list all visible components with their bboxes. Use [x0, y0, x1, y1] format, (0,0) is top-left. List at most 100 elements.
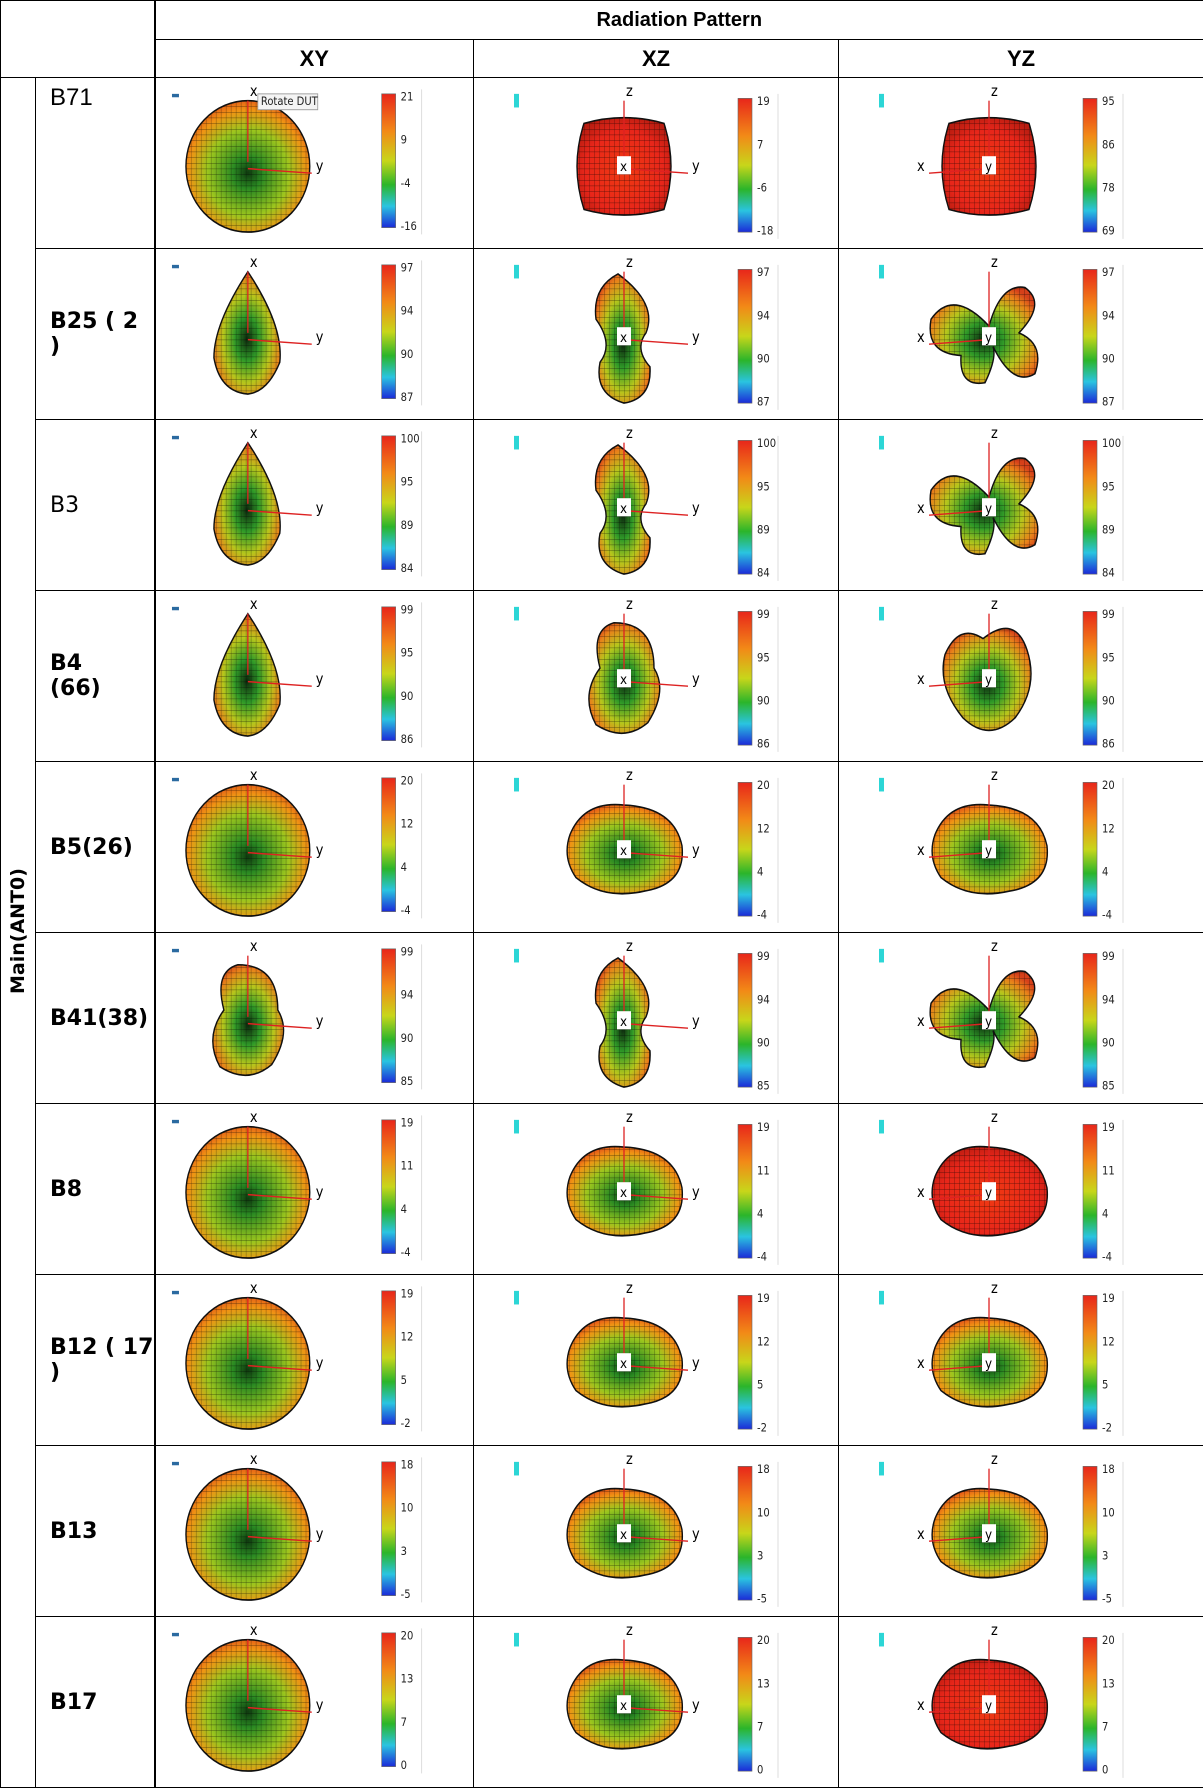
colorbar-tick-label: 12 — [1102, 822, 1115, 836]
colorbar-tick-label: 11 — [400, 1159, 413, 1173]
colorbar-tick-label: 94 — [757, 993, 770, 1007]
colorbar-tick-label: 9 — [400, 133, 407, 147]
axis-label: x — [917, 1184, 925, 1201]
colorbar-tick-label: 20 — [1102, 1634, 1115, 1648]
axis-label: z — [991, 938, 998, 955]
axis-label: y — [985, 843, 992, 859]
axis-label: x — [249, 1109, 257, 1126]
axis-label: y — [692, 842, 700, 859]
colorbar-tick-label: -4 — [757, 908, 767, 922]
colorbar-tick-label: 89 — [400, 518, 413, 532]
colorbar-tick-label: -6 — [757, 181, 767, 195]
colorbar-tick-label: 90 — [757, 352, 770, 366]
colorbar-tick-label: 19 — [757, 1121, 770, 1135]
colorbar — [738, 1295, 752, 1429]
colorbar — [381, 778, 395, 912]
axis-label: y — [315, 842, 323, 859]
colorbar-tick-label: 94 — [1102, 309, 1115, 323]
colorbar-tick-label: 100 — [757, 437, 776, 451]
colorbar-tick-label: 94 — [400, 988, 413, 1002]
colorbar-tick-label: 20 — [1102, 779, 1115, 793]
colorbar-tick-label: 19 — [400, 1116, 413, 1130]
colorbar-tick-label: 4 — [1102, 1207, 1109, 1221]
colorbar-tick-label: 86 — [400, 732, 413, 746]
axis-label: z — [991, 1280, 998, 1297]
axis-label: y — [985, 330, 992, 346]
view-marker-icon — [514, 949, 519, 963]
colorbar-tick-label: -2 — [400, 1416, 410, 1430]
axis-label: x — [917, 329, 925, 346]
colorbar-tick-label: 10 — [757, 1506, 770, 1520]
colorbar-tick-label: 78 — [1102, 181, 1115, 195]
colorbar — [1083, 611, 1097, 745]
axis-label: z — [991, 767, 998, 784]
axis-label: z — [626, 1109, 633, 1126]
colorbar — [1083, 1295, 1097, 1429]
colorbar-tick-label: 10 — [400, 1501, 413, 1515]
colorbar-tick-label: 7 — [400, 1715, 406, 1729]
axis-label: z — [626, 1280, 633, 1297]
view-marker-icon — [879, 949, 884, 963]
axis-label: x — [249, 1622, 257, 1639]
band-label: B4 (66) — [36, 591, 155, 762]
colorbar-tick-label: 100 — [1102, 437, 1121, 451]
colorbar-tick-label: 18 — [400, 1458, 413, 1472]
colorbar-tick-label: 19 — [400, 1287, 413, 1301]
axis-label: y — [985, 501, 992, 517]
colorbar-tick-label: 94 — [757, 309, 770, 323]
colorbar-tick-label: 90 — [757, 694, 770, 708]
colorbar-tick-label: 13 — [400, 1672, 413, 1686]
colorbar — [738, 440, 752, 574]
colorbar-tick-label: 21 — [400, 90, 413, 104]
colorbar — [381, 607, 395, 741]
colorbar-tick-label: 90 — [400, 689, 413, 703]
axis-label: y — [315, 1526, 323, 1543]
view-marker-icon — [171, 607, 178, 610]
axis-label: z — [626, 425, 633, 442]
axis-label: y — [692, 329, 700, 346]
axis-label: x — [249, 1280, 257, 1297]
axis-label: z — [626, 254, 633, 271]
colorbar — [381, 94, 395, 228]
colorbar-tick-label: 86 — [1102, 138, 1115, 152]
axis-label: y — [315, 158, 323, 175]
colorbar — [1083, 782, 1097, 916]
band-label: B71 — [36, 78, 155, 249]
axis-label: x — [917, 1526, 925, 1543]
colorbar-tick-label: 87 — [757, 395, 770, 409]
colorbar-tick-label: 20 — [400, 774, 413, 788]
colorbar-tick-label: 99 — [757, 608, 770, 622]
colorbar-tick-label: 10 — [1102, 1506, 1115, 1520]
axis-label: z — [991, 1622, 998, 1639]
axis-label: x — [620, 159, 627, 175]
view-marker-icon — [171, 1120, 178, 1123]
colorbar-tick-label: 18 — [757, 1463, 770, 1477]
axis-label: y — [692, 1184, 700, 1201]
colorbar-tick-label: 19 — [757, 95, 770, 109]
